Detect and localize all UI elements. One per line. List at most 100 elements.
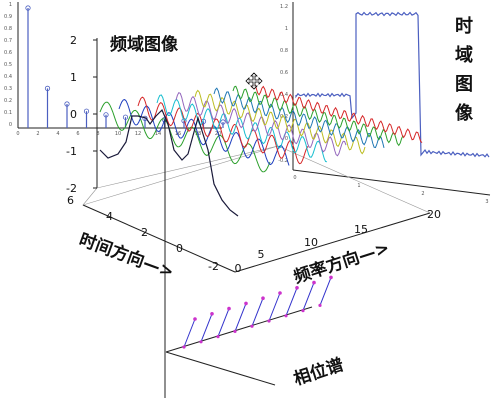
spectrum-y-tick: 0.5: [4, 62, 12, 68]
spectrum-y-tick: 0.8: [4, 26, 12, 32]
time-tick-label: 6: [67, 194, 74, 207]
phase-stems: [182, 275, 333, 349]
time-image-char-1: 时: [455, 16, 473, 37]
phase-stem-dot: [210, 312, 214, 316]
phase-front-line: [165, 351, 276, 386]
phase-base-dot: [301, 309, 305, 313]
spectrum-x-tick: 12: [135, 131, 141, 137]
time-x-tick: 1: [357, 183, 360, 189]
spectrum-x-tick: 8: [96, 131, 99, 137]
spectrum-y-tick: 0.3: [4, 86, 12, 92]
harmonic-waves: [99, 83, 423, 173]
spectrum-y-tick: 1: [9, 2, 12, 8]
square-wave-curve: [295, 11, 490, 158]
freq-image-label: 频域图像: [110, 34, 179, 55]
freq-tick-label: 15: [354, 223, 368, 236]
phase-base-dot: [284, 314, 288, 318]
harmonic-wave: [232, 85, 404, 147]
phase-base-dot: [318, 303, 322, 307]
spectrum-y-tick: 0.4: [4, 74, 12, 80]
time-tick-label: 0: [176, 242, 183, 255]
freq-axis-ticks: 0 5 10 15 20: [235, 208, 442, 275]
phase-stem-dot: [295, 286, 299, 290]
harmonic-wave: [194, 89, 366, 155]
spectrum-y-tick: 0: [9, 122, 12, 128]
time-image-char-3: 图: [455, 74, 473, 95]
spectrum-stem-marker: [103, 112, 109, 118]
phase-stem-dot: [193, 317, 197, 321]
harmonic-wave: [213, 87, 385, 149]
spectrum-x-tick: 10: [115, 131, 121, 137]
z-tick-label: 0: [70, 108, 77, 121]
spectrum-inset-stems: [25, 5, 226, 128]
spectrum-x-tick: 4: [56, 131, 59, 137]
spectrum-x-tick: 0: [16, 131, 19, 137]
phase-stem: [319, 277, 332, 306]
z-axis-ticks: 2 1 0 -1 -2: [66, 34, 97, 195]
time-x-tick: 2: [421, 191, 424, 197]
phase-stem: [217, 308, 230, 337]
time-y-tick: 1: [285, 26, 288, 32]
spectrum-stem-marker: [25, 5, 31, 11]
summed-wave-curve: [99, 108, 239, 217]
phase-stem-dot: [261, 296, 265, 301]
phase-base-dot: [199, 340, 203, 344]
time-y-tick: 0: [285, 136, 288, 142]
time-direction-label: 时间方向—>: [76, 229, 176, 283]
time-y-tick: 0.4: [280, 92, 288, 98]
phase-stem-dot: [278, 291, 282, 295]
spectrum-stem-marker: [142, 115, 148, 122]
time-axis-ticks: 6 4 2 0 -2: [67, 194, 219, 273]
phase-base-dot: [216, 335, 220, 339]
spectrum-stem-marker: [122, 114, 129, 120]
phase-base-dot: [233, 329, 237, 333]
phase-base-dot: [250, 324, 254, 328]
phase-stem-dot: [244, 301, 248, 306]
harmonic-wave: [175, 92, 347, 157]
spectrum-stem-marker: [44, 85, 51, 92]
phase-spectrum-label: 相位谱: [291, 354, 346, 390]
time-y-tick: 1.2: [280, 4, 288, 10]
phase-stem: [183, 318, 196, 348]
harmonic-wave: [156, 94, 328, 163]
phase-stem: [268, 292, 281, 322]
spectrum-stem-marker: [64, 101, 70, 107]
spectrum-y-tick: 0.9: [4, 14, 12, 20]
z-tick-label: 2: [70, 34, 77, 47]
spectrum-x-tick: 2: [36, 131, 39, 137]
time-x-tick: 0: [293, 175, 296, 181]
time-y-tick: 0.8: [280, 48, 288, 54]
spectrum-y-tick: 0.1: [4, 110, 12, 116]
left-floor-edge: [82, 187, 98, 206]
phase-stem: [251, 298, 264, 327]
phase-spectrum: [165, 275, 333, 386]
freq-axis-line: [234, 212, 431, 273]
z-tick-label: -1: [66, 145, 77, 158]
harmonic-wave: [137, 96, 309, 165]
time-y-tick: 0.6: [280, 70, 288, 76]
spectrum-inset-x-ticks: 0 2 4 6 8 10 12 14 16 18 20: [16, 131, 221, 137]
spectrum-inset-y-ticks: 1 0.9 0.8 0.7 0.6 0.5 0.4 0.3 0.2 0.1 0: [4, 2, 12, 128]
z-tick-label: 1: [70, 71, 77, 84]
phase-stem-dot: [312, 280, 316, 285]
spectrum-inset: 10.90.80.70.60.50.40.30.20.10 0 2 4 6 8 10 12 1…: [4, 2, 226, 137]
time-image-char-4: 像: [455, 103, 474, 124]
phase-stem-dot: [329, 275, 333, 280]
move-cursor-icon: [245, 72, 263, 90]
freq-tick-label: 5: [258, 248, 265, 261]
harmonic-wave: [99, 101, 271, 173]
phase-stem: [302, 282, 315, 311]
spectrum-stem-marker: [220, 119, 226, 125]
time-x-tick: 3: [485, 199, 488, 205]
phase-stem: [200, 313, 213, 342]
spectrum-x-tick: 14: [155, 131, 161, 137]
time-inset-x-ticks: 0 1 2 3: [293, 175, 488, 205]
phase-base-dot: [267, 319, 271, 323]
time-y-tick: -0.2: [278, 158, 288, 164]
spectrum-stem-marker: [83, 108, 90, 114]
spectrum-y-tick: 0.7: [4, 38, 12, 44]
time-tick-label: -2: [208, 260, 219, 273]
time-image-char-2: 域: [455, 44, 473, 66]
